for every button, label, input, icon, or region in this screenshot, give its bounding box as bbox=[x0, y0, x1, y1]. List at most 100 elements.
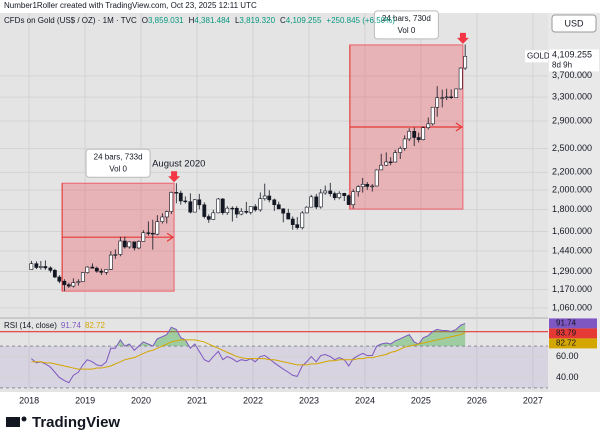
candle-body bbox=[141, 232, 146, 242]
candle-body bbox=[183, 200, 188, 203]
rsi-line bbox=[31, 332, 466, 370]
candle-body bbox=[48, 267, 53, 271]
y-tick-label: 1,290.000 bbox=[552, 266, 592, 276]
candle-body bbox=[416, 137, 421, 140]
symbol-box bbox=[525, 50, 548, 63]
legend-value: 4,109.255 bbox=[286, 16, 322, 25]
last-price: 4,109.255 bbox=[552, 50, 592, 60]
marker-arrow bbox=[168, 171, 181, 183]
y-tick-label: 1,060.000 bbox=[552, 302, 592, 312]
y-tick-label: 2,000.000 bbox=[552, 184, 592, 194]
candle-body bbox=[234, 207, 239, 215]
candle-body bbox=[57, 276, 62, 282]
y-tick-label: 3,300.000 bbox=[552, 91, 592, 101]
candle-body bbox=[253, 206, 258, 211]
legend-key: H bbox=[189, 16, 195, 25]
candle-body bbox=[444, 96, 449, 99]
candle-body bbox=[258, 198, 263, 211]
candle-body bbox=[225, 207, 230, 214]
candle-body bbox=[295, 224, 300, 228]
candle-body bbox=[412, 131, 417, 138]
legend: CFDs on Gold (US$ / OZ) · 1M · TVC O3,859… bbox=[4, 16, 395, 25]
candle-body bbox=[402, 138, 407, 149]
countdown: 8d 9h bbox=[552, 60, 572, 69]
candle-body bbox=[164, 211, 169, 218]
y-tick-label: 1,600.000 bbox=[552, 226, 592, 236]
candle-body bbox=[393, 152, 398, 163]
candle-body bbox=[248, 206, 253, 213]
candle-body bbox=[239, 211, 244, 215]
y-tick-label: 2,200.000 bbox=[552, 167, 592, 177]
candle-body bbox=[160, 216, 165, 222]
candle-body bbox=[113, 254, 118, 256]
rsi-band bbox=[0, 346, 548, 388]
candle-body bbox=[398, 148, 403, 153]
rsi-title: RSI (14, close) bbox=[4, 321, 57, 330]
candle-body bbox=[192, 199, 197, 213]
candle-body bbox=[118, 240, 123, 255]
x-tick-label: 2021 bbox=[187, 395, 207, 405]
candle-body bbox=[379, 164, 384, 171]
y-tick-label: 2,500.000 bbox=[552, 143, 592, 153]
legend-value: 3,819.320 bbox=[239, 16, 275, 25]
x-tick-label: 2019 bbox=[75, 395, 95, 405]
rsi-value-box bbox=[549, 338, 597, 349]
overbought-fill bbox=[31, 323, 466, 347]
x-tick-label: 2024 bbox=[355, 395, 375, 405]
x-tick-label: 2020 bbox=[131, 395, 151, 405]
rsi-line bbox=[31, 322, 466, 384]
candle-body bbox=[127, 241, 132, 248]
candle-body bbox=[188, 201, 193, 213]
x-tick-label: 2022 bbox=[243, 395, 263, 405]
candle-body bbox=[332, 193, 337, 199]
candle-body bbox=[272, 199, 277, 206]
candle-body bbox=[356, 186, 361, 192]
footer-brand: TradingView bbox=[32, 414, 120, 431]
currency-box bbox=[551, 14, 597, 33]
rsi-value-box bbox=[549, 328, 597, 339]
symbol-label: GOLD bbox=[527, 51, 550, 60]
rsi-legend: RSI (14, close) 91.74 82.72 bbox=[4, 321, 106, 330]
candle-body bbox=[388, 161, 393, 164]
legend-change: +250.845 (+6.50%) bbox=[326, 16, 395, 25]
candle-body bbox=[99, 270, 104, 273]
candle-body bbox=[351, 191, 356, 205]
candle-body bbox=[122, 240, 127, 248]
candle-body bbox=[71, 282, 76, 287]
range-label: 24 bars, 730d bbox=[382, 14, 431, 23]
footer-logo bbox=[6, 416, 27, 427]
candle-body bbox=[146, 232, 151, 234]
candle-body bbox=[286, 212, 291, 220]
rsi-value-label: 82.72 bbox=[556, 339, 577, 348]
candle-body bbox=[342, 193, 347, 197]
candle-body bbox=[309, 196, 314, 208]
candle-body bbox=[365, 183, 370, 187]
candle-body bbox=[85, 266, 90, 273]
rsi-tick-label: 40.00 bbox=[556, 372, 579, 382]
y-tick-label: 2,900.000 bbox=[552, 115, 592, 125]
logo-dot bbox=[21, 416, 27, 422]
candle-body bbox=[220, 198, 225, 214]
candle-body bbox=[346, 195, 351, 205]
candle-body bbox=[206, 216, 211, 220]
candle-body bbox=[449, 96, 454, 99]
range-arrow-head bbox=[455, 122, 463, 132]
candle-body bbox=[267, 195, 272, 201]
last-price-box bbox=[549, 49, 599, 72]
rsi-legend-value: 91.74 bbox=[61, 321, 82, 330]
candle-body bbox=[384, 161, 389, 166]
candle-body bbox=[136, 241, 141, 249]
candle-body bbox=[132, 241, 137, 249]
candle-body bbox=[52, 270, 57, 278]
legend-title: CFDs on Gold (US$ / OZ) · 1M · TVC bbox=[4, 16, 137, 25]
candle-body bbox=[440, 97, 445, 99]
candle-body bbox=[108, 254, 113, 270]
legend-key: O bbox=[142, 16, 148, 25]
y-tick-label: 1,440.000 bbox=[552, 245, 592, 255]
candle-body bbox=[276, 204, 281, 210]
candle-body bbox=[150, 232, 155, 235]
x-tick-label: 2025 bbox=[411, 395, 431, 405]
candle-body bbox=[244, 211, 249, 213]
y-tick-label: 1,170.000 bbox=[552, 284, 592, 294]
